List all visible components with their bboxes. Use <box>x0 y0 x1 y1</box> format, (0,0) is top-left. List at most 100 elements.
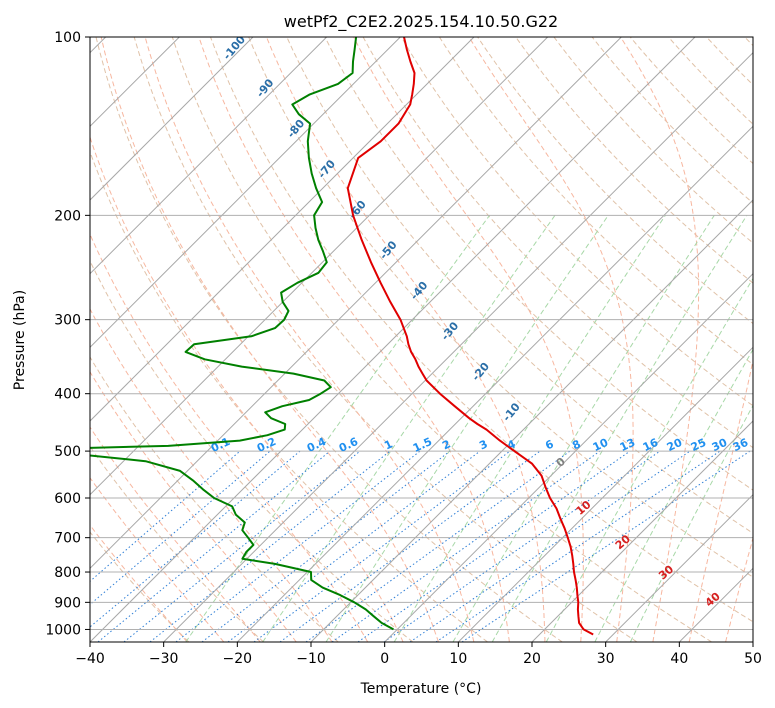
dewpoint-profile <box>90 37 394 631</box>
dry-adiabat <box>324 37 753 491</box>
chart-title: wetPf2_C2E2.2025.154.10.50.G22 <box>284 12 558 32</box>
isotherm <box>678 567 753 642</box>
moist-adiabat <box>266 37 546 642</box>
x-tick-label: 10 <box>449 651 467 667</box>
mixing-ratio-line <box>185 215 491 642</box>
dry-adiabat <box>438 37 753 366</box>
mixing-ratio-label: 20 <box>665 436 685 454</box>
dotted-mixing-line <box>279 450 541 642</box>
isotherm <box>90 37 328 275</box>
isotherm <box>90 37 696 642</box>
mixing-ratio-line <box>594 348 753 642</box>
dry-adiabat-label: -50 <box>377 238 400 262</box>
isotherm <box>752 641 753 642</box>
mixing-ratio-line <box>545 277 753 642</box>
moist-adiabat <box>90 476 225 642</box>
mixing-ratio-label: 1 <box>382 437 394 452</box>
mixing-ratio-line <box>452 215 715 642</box>
moist-adiabat <box>762 37 775 642</box>
moist-adiabat-label: 30 <box>656 562 676 582</box>
mixing-ratio-label: 36 <box>731 436 751 454</box>
mixing-ratio-label: 13 <box>618 436 637 454</box>
dotted-mixing-line <box>123 450 361 642</box>
x-tick-label: −10 <box>296 651 326 667</box>
isotherm <box>457 346 753 642</box>
x-tick-label: 0 <box>380 651 389 667</box>
mixing-ratio-line <box>262 215 556 642</box>
mixing-ratio-label: 0.1 <box>209 435 232 455</box>
dry-adiabat-label: -30 <box>439 319 462 343</box>
plot-frame <box>89 36 754 643</box>
moist-adiabat <box>688 358 753 642</box>
dry-adiabat <box>210 37 753 623</box>
dotted-mixing-line <box>97 450 331 642</box>
mixing-ratio-label: 0.4 <box>305 435 328 455</box>
dry-adiabat <box>95 37 563 642</box>
dotted-mixing-line <box>409 450 691 642</box>
dotted-mixing-line <box>331 450 601 642</box>
moist-adiabat <box>90 135 404 642</box>
y-tick-label: 1000 <box>45 622 81 638</box>
moist-adiabat <box>90 308 333 642</box>
y-tick-label: 900 <box>54 595 81 611</box>
grid-lines <box>90 37 753 642</box>
moist-adiabat <box>620 37 700 642</box>
dotted-mixing-line <box>461 450 751 642</box>
dotted-mixing-line <box>227 450 481 642</box>
isotherm <box>90 37 622 570</box>
moist-adiabat <box>144 37 475 642</box>
mixing-ratio-label: 3 <box>477 437 489 452</box>
moist-adiabat-label: 20 <box>613 532 633 552</box>
dry-adiabat-label: -20 <box>469 360 492 384</box>
moist-adiabat <box>468 37 634 642</box>
mixing-ratio-label: 2 <box>440 437 452 452</box>
isotherm <box>236 125 753 642</box>
mixing-ratio-line <box>629 404 753 642</box>
moist-adiabat <box>725 536 753 642</box>
dry-adiabat-label: -90 <box>254 76 277 100</box>
mixing-ratio-label: 6 <box>543 437 556 452</box>
line-labels: -100-90-80-70-60-50-40-30-20-10010203040… <box>209 37 751 610</box>
x-tick-label: 50 <box>744 651 762 667</box>
mixing-ratio-label: 30 <box>710 436 730 454</box>
mixing-ratio-label: 10 <box>591 436 611 454</box>
x-axis-label: Temperature (°C) <box>360 681 482 697</box>
x-tick-label: 40 <box>670 651 688 667</box>
moist-adiabat <box>90 370 297 642</box>
mixing-ratio-label: 1.5 <box>411 435 434 455</box>
dotted-mixing-line <box>357 450 631 642</box>
dry-adiabat <box>90 150 488 642</box>
mixing-ratio-line <box>325 215 609 642</box>
isotherm <box>163 51 753 642</box>
axes: −40 −30 −20 −10 0 10 20 30 40 5010020030040050060… <box>45 30 762 667</box>
y-tick-label: 400 <box>54 387 81 403</box>
dotted-mixing-line <box>149 450 391 642</box>
x-tick-label: −40 <box>75 651 105 667</box>
moist-adiabat <box>90 426 261 642</box>
mixing-ratio-line <box>393 215 666 642</box>
isotherm <box>384 272 753 642</box>
mixing-ratio-line <box>491 215 748 642</box>
y-tick-label: 800 <box>54 565 81 581</box>
profiles <box>90 37 594 636</box>
mixing-ratio-label: 8 <box>570 437 582 452</box>
x-tick-label: 20 <box>523 651 541 667</box>
y-tick-label: 500 <box>54 444 81 460</box>
dotted-mixing-line <box>253 450 511 642</box>
dotted-mixing-line <box>435 450 721 642</box>
dry-adiabat <box>744 37 753 47</box>
dry-adiabat <box>90 259 414 642</box>
y-tick-label: 300 <box>54 313 81 329</box>
dry-adiabat <box>248 37 753 578</box>
temperature-profile <box>346 37 594 636</box>
isotherm <box>605 493 753 642</box>
dry-adiabat <box>515 37 753 284</box>
isotherm <box>90 37 401 349</box>
dry-adiabat <box>90 445 264 642</box>
dry-adiabat-label: -10 <box>500 400 523 424</box>
dry-adiabat <box>553 37 753 244</box>
x-tick-label: −30 <box>149 651 179 667</box>
dotted-mixing-line <box>90 450 241 582</box>
x-tick-label: 30 <box>597 651 615 667</box>
